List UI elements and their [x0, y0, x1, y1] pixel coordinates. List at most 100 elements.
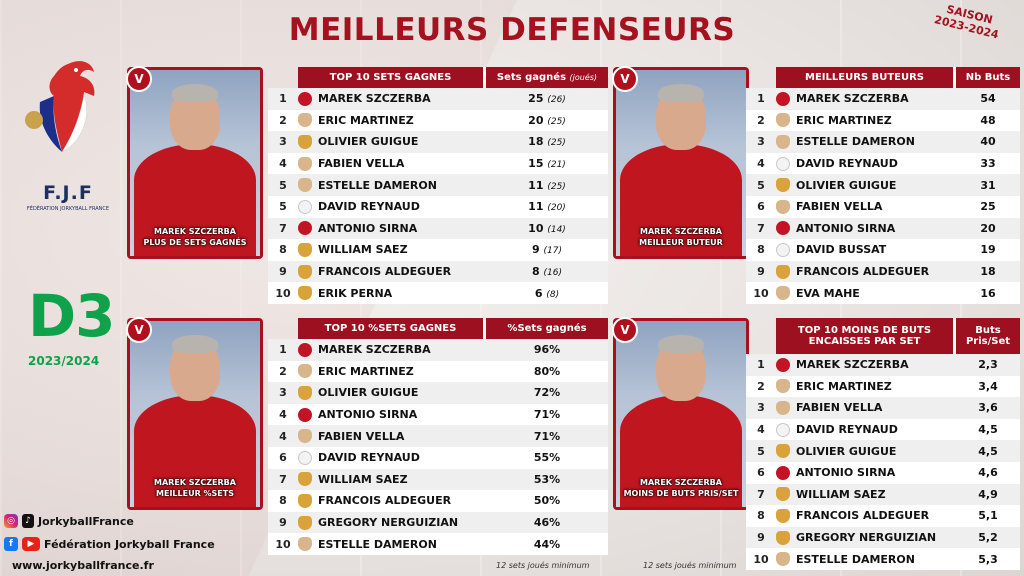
- stat-value: 80%: [533, 364, 561, 378]
- sets-played: (25): [547, 181, 566, 192]
- stat-value: 18 (25): [528, 135, 566, 149]
- rank: 8: [757, 243, 765, 257]
- team-logo-icon: [298, 156, 312, 171]
- player-name: FABIEN VELLA: [796, 200, 883, 214]
- column-header-name: MEILLEURS BUTEURS: [776, 67, 956, 88]
- column-header-value: Sets gagnés (joués): [486, 67, 608, 88]
- table-pct-sets-gagnes: TOP 10 %SETS GAGNES %Sets gagnés 1 MAREK …: [268, 318, 608, 555]
- stat-value: 18: [980, 265, 996, 279]
- rank: 9: [757, 531, 765, 545]
- player-name: FABIEN VELLA: [318, 429, 405, 443]
- stat-value: 5,2: [978, 531, 998, 545]
- tiktok-icon: ♪: [22, 514, 34, 528]
- rank: 6: [279, 451, 287, 465]
- team-logo-icon: [298, 493, 312, 508]
- stat-value: 20: [980, 221, 996, 235]
- rank: 5: [757, 178, 765, 192]
- player-name: FRANCOIS ALDEGUER: [318, 265, 452, 279]
- rank: 5: [279, 178, 287, 192]
- player-name: GREGORY NERGUIZIAN: [796, 531, 937, 545]
- player-name: DAVID REYNAUD: [318, 451, 420, 465]
- table-row: 3 OLIVIER GUIGUE 18 (25): [268, 131, 608, 153]
- stat-value: 4,5: [978, 444, 998, 458]
- team-logo-icon: [298, 286, 312, 301]
- website-link[interactable]: www.jorkyballfrance.fr: [12, 559, 154, 572]
- team-logo-icon: [776, 91, 790, 106]
- rank: 10: [275, 286, 291, 300]
- team-logo-icon: [298, 385, 312, 400]
- team-logo-icon: [298, 178, 312, 193]
- player-name: ESTELLE DAMERON: [318, 178, 437, 192]
- rank: 2: [757, 113, 765, 127]
- rank: 4: [279, 408, 287, 422]
- column-header-name: TOP 10 MOINS DE BUTS ENCAISSES PAR SET: [776, 318, 956, 354]
- stat-value: 50%: [533, 494, 561, 508]
- table-row: 10 ESTELLE DAMERON 44%: [268, 533, 608, 555]
- stat-value: 46%: [533, 516, 561, 530]
- team-logo-icon: [776, 400, 790, 415]
- table-row: 2 ERIC MARTINEZ 48: [746, 109, 1020, 132]
- table-row: 7 WILLIAM SAEZ 4,9: [746, 483, 1020, 506]
- table-row: 3 OLIVIER GUIGUE 72%: [268, 382, 608, 404]
- rank: 8: [279, 243, 287, 257]
- social-page-name: Fédération Jorkyball France: [44, 537, 215, 551]
- player-name: WILLIAM SAEZ: [318, 472, 408, 486]
- club-badge-icon: V: [126, 66, 152, 92]
- rank: 6: [757, 466, 765, 480]
- player-name: ERIC MARTINEZ: [796, 379, 892, 393]
- rank: 5: [757, 444, 765, 458]
- player-name: ERIC MARTINEZ: [318, 113, 414, 127]
- team-logo-icon: [776, 221, 790, 236]
- stat-value: 25 (26): [528, 92, 566, 106]
- player-name: EVA MAHE: [796, 286, 860, 300]
- stat-value: 8 (16): [532, 265, 562, 279]
- table-row: 10 EVA MAHE 16: [746, 282, 1020, 304]
- table-row: 4 FABIEN VELLA 15 (21): [268, 152, 608, 175]
- stat-value: 40: [980, 135, 996, 149]
- player-name: ANTONIO SIRNA: [318, 408, 418, 422]
- stat-value: 71%: [533, 429, 561, 443]
- stat-value: 31: [980, 178, 996, 192]
- table-row: 2 ERIC MARTINEZ 3,4: [746, 375, 1020, 398]
- team-logo-icon: [298, 199, 312, 214]
- table-row: 8 FRANCOIS ALDEGUER 50%: [268, 490, 608, 512]
- team-logo-icon: [776, 487, 790, 502]
- table-row: 6 FABIEN VELLA 25: [746, 195, 1020, 218]
- federation-short-name: F.J.F: [43, 182, 93, 204]
- player-name: FRANCOIS ALDEGUER: [318, 494, 452, 508]
- table-sets-gagnes: TOP 10 SETS GAGNES Sets gagnés (joués) 1…: [268, 67, 608, 304]
- facebook-icon: f: [4, 537, 18, 551]
- rank: 7: [279, 221, 287, 235]
- stat-value: 44%: [533, 537, 561, 551]
- rank: 7: [757, 221, 765, 235]
- table-row: 3 ESTELLE DAMERON 40: [746, 131, 1020, 153]
- team-logo-icon: [298, 91, 312, 106]
- column-header-name: TOP 10 %SETS GAGNES: [298, 318, 486, 339]
- player-name: WILLIAM SAEZ: [796, 487, 886, 501]
- player-name: GREGORY NERGUIZIAN: [318, 516, 459, 530]
- team-logo-icon: [298, 515, 312, 530]
- player-name: DAVID REYNAUD: [796, 157, 898, 171]
- stat-value: 4,5: [978, 423, 998, 437]
- rank: 1: [279, 92, 287, 106]
- team-logo-icon: [298, 450, 312, 465]
- player-name: FABIEN VELLA: [318, 157, 405, 171]
- player-photo-sets: MAREK SZCZERBA PLUS DE SETS GAGNÉS: [127, 67, 263, 259]
- rank: 3: [757, 401, 765, 415]
- rank: 1: [757, 92, 765, 106]
- stat-value: 48: [980, 113, 996, 127]
- stat-value: 25: [980, 200, 996, 214]
- stat-value: 33: [980, 157, 996, 171]
- player-name: DAVID REYNAUD: [318, 200, 420, 214]
- stat-value: 20 (25): [528, 113, 566, 127]
- social-facebook-youtube[interactable]: f ▶ Fédération Jorkyball France: [4, 537, 215, 551]
- team-logo-icon: [298, 472, 312, 487]
- social-instagram-tiktok[interactable]: ◎ ♪ JorkyballFrance: [4, 514, 134, 528]
- player-name: ESTELLE DAMERON: [796, 552, 915, 566]
- player-name: ANTONIO SIRNA: [796, 466, 896, 480]
- table-row: 3 FABIEN VELLA 3,6: [746, 397, 1020, 419]
- table-row: 1 MAREK SZCZERBA 96%: [268, 339, 608, 361]
- player-name: ERIC MARTINEZ: [796, 113, 892, 127]
- team-logo-icon: [298, 113, 312, 128]
- table-row: 8 DAVID BUSSAT 19: [746, 239, 1020, 261]
